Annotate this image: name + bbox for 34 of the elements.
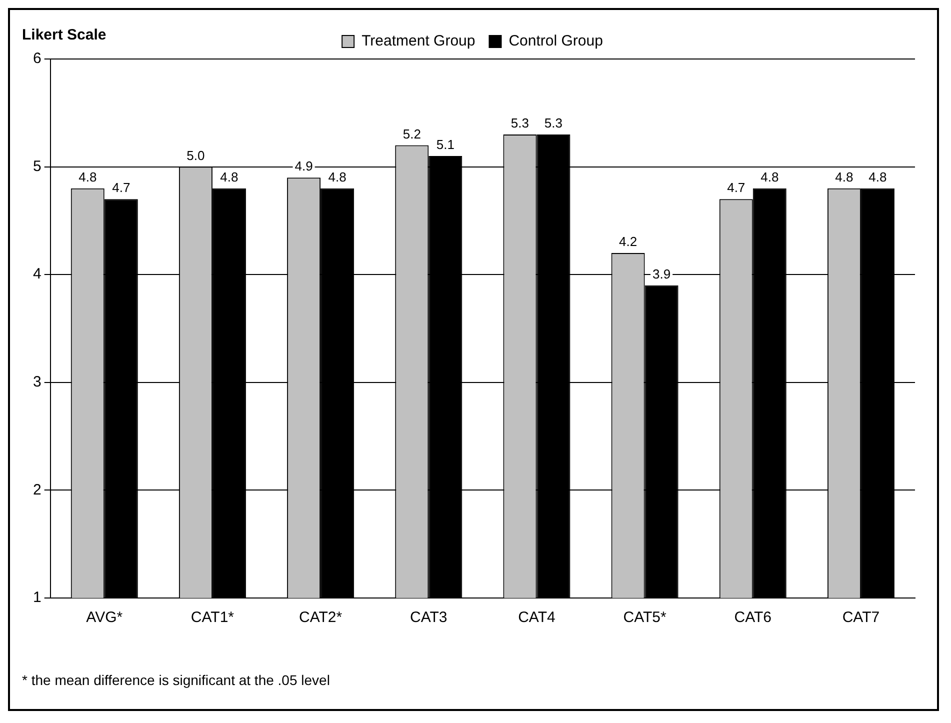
x-tick-label: CAT5* (623, 609, 666, 626)
x-tick-label: CAT7 (842, 609, 880, 626)
y-tick-label: 1 (33, 589, 42, 606)
x-tick-label: CAT3 (410, 609, 448, 626)
data-label: 5.3 (510, 116, 529, 131)
data-label: 4.8 (835, 169, 854, 184)
y-tick-label: 4 (33, 266, 42, 283)
y-tick-label: 3 (33, 374, 42, 391)
y-axis-title: Likert Scale (22, 26, 106, 44)
data-label: 4.8 (868, 169, 887, 184)
legend-label: Control Group (508, 32, 603, 50)
data-label: 5.3 (544, 116, 563, 131)
data-label: 4.8 (220, 169, 238, 184)
data-label: 4.8 (760, 169, 779, 184)
x-tick-label: CAT4 (518, 609, 556, 626)
data-label: 4.7 (112, 180, 130, 196)
y-tick-label: 2 (33, 481, 42, 498)
data-label: 5.0 (186, 148, 205, 163)
data-label: 5.1 (436, 137, 454, 152)
data-label: 4.8 (78, 169, 97, 184)
x-tick-label: CAT1* (190, 609, 234, 626)
data-label: 4.8 (328, 169, 346, 184)
y-tick-label: 6 (33, 50, 42, 68)
x-tick-label: CAT2* (299, 609, 342, 626)
x-tick-label: CAT6 (734, 609, 772, 626)
x-tick-label: AVG* (86, 609, 123, 626)
text: * the mean difference is significant at the .05 level (22, 672, 330, 688)
data-label: 5.2 (402, 126, 421, 142)
data-label: 3.9 (652, 266, 671, 282)
data-label: 4.7 (727, 180, 746, 196)
legend-label: Treatment Group (362, 32, 476, 50)
data-label: 4.9 (294, 158, 313, 174)
data-label: 4.2 (619, 234, 638, 250)
y-tick-label: 5 (33, 158, 42, 175)
